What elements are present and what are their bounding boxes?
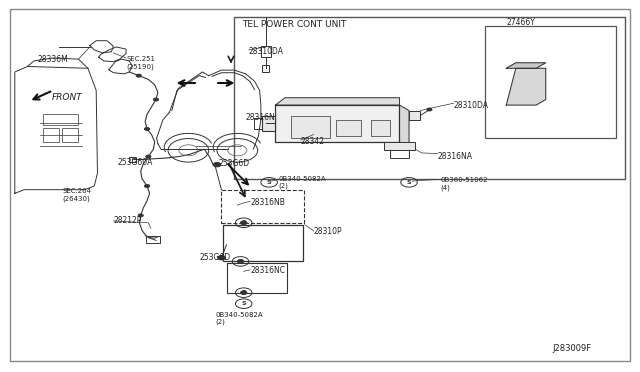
Text: J283009F: J283009F: [552, 344, 591, 353]
Text: 253G6D: 253G6D: [218, 160, 250, 169]
Circle shape: [136, 74, 141, 77]
Text: 253G6D: 253G6D: [199, 253, 230, 262]
Bar: [409, 110, 420, 120]
Circle shape: [241, 291, 247, 295]
Text: 0B340-5082A
(2): 0B340-5082A (2): [215, 312, 262, 325]
Text: 28316N: 28316N: [246, 113, 275, 122]
Text: 0B340-5082A
(2): 0B340-5082A (2): [278, 176, 326, 189]
Text: SEC.251
(25190): SEC.251 (25190): [126, 56, 155, 70]
Text: 28316NA: 28316NA: [438, 152, 472, 161]
Bar: [291, 116, 330, 138]
Circle shape: [154, 98, 159, 101]
Bar: [371, 120, 390, 137]
Text: 28342: 28342: [301, 137, 325, 146]
Bar: [485, 26, 616, 138]
Bar: [275, 105, 399, 142]
Circle shape: [138, 214, 143, 217]
Bar: [44, 114, 78, 125]
Bar: [254, 118, 262, 129]
Text: 28310P: 28310P: [314, 228, 342, 237]
Text: 28316NC: 28316NC: [250, 266, 285, 275]
Bar: [262, 116, 275, 131]
Text: S: S: [406, 180, 412, 185]
Text: 27466Y: 27466Y: [506, 18, 535, 27]
Circle shape: [218, 256, 225, 260]
Text: S: S: [241, 290, 246, 295]
Circle shape: [237, 260, 244, 263]
Text: 0B360-51062
(4): 0B360-51062 (4): [441, 177, 488, 191]
Circle shape: [145, 128, 150, 131]
Text: 28310DA: 28310DA: [249, 47, 284, 56]
Text: TEL POWER CONT UNIT: TEL POWER CONT UNIT: [243, 20, 347, 29]
Text: S: S: [267, 180, 271, 185]
Circle shape: [241, 221, 247, 225]
Text: 28336M: 28336M: [37, 55, 68, 64]
Bar: [234, 17, 625, 179]
Text: 253G60A: 253G60A: [118, 158, 153, 167]
Bar: [261, 46, 271, 57]
Text: 28316NB: 28316NB: [250, 198, 285, 207]
Bar: [390, 150, 409, 158]
Text: 28212P: 28212P: [113, 217, 141, 225]
Bar: [221, 190, 304, 223]
Text: S: S: [241, 301, 246, 306]
Text: SEC.264
(26430): SEC.264 (26430): [63, 189, 92, 202]
Circle shape: [146, 155, 151, 158]
Bar: [44, 128, 60, 142]
Polygon shape: [506, 63, 546, 68]
Bar: [223, 225, 303, 262]
Text: 28310DA: 28310DA: [454, 100, 488, 110]
Text: FRONT: FRONT: [52, 93, 83, 102]
Bar: [262, 65, 269, 72]
Circle shape: [213, 163, 221, 167]
Bar: [63, 128, 78, 142]
Polygon shape: [506, 68, 546, 105]
Bar: [383, 142, 415, 150]
Polygon shape: [399, 105, 409, 147]
Bar: [336, 120, 362, 137]
Text: S: S: [241, 220, 246, 225]
Bar: [227, 263, 287, 293]
Polygon shape: [275, 98, 399, 105]
Bar: [129, 157, 136, 162]
Bar: [146, 236, 160, 243]
Circle shape: [145, 185, 150, 187]
Text: S: S: [238, 259, 243, 264]
Circle shape: [427, 108, 432, 111]
